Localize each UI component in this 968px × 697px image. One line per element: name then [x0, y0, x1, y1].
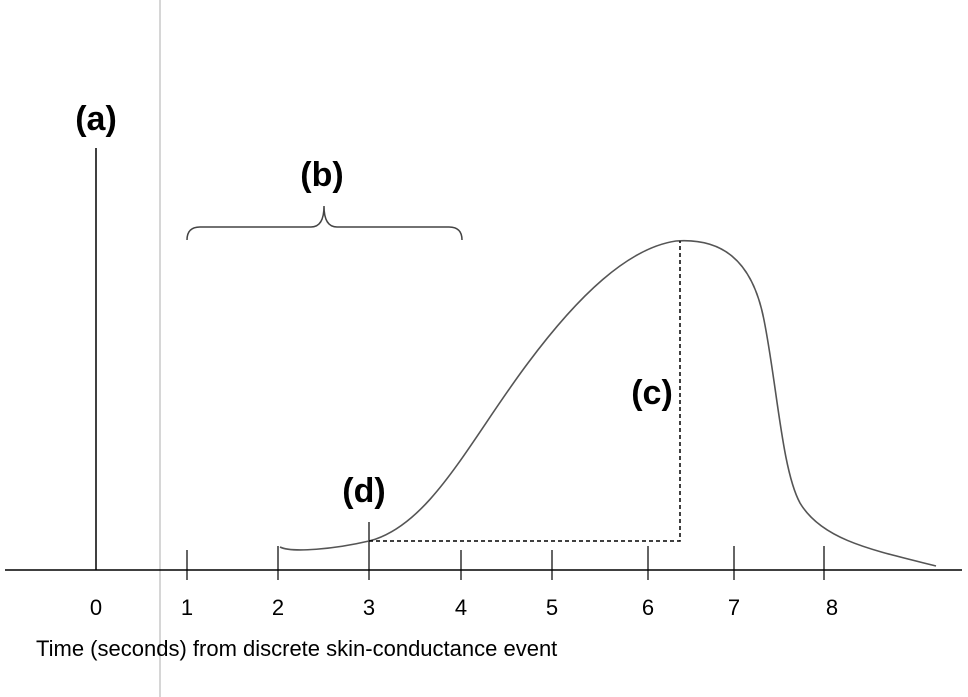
latency-window-bracket	[186, 205, 463, 241]
tick-label-2: 2	[272, 595, 284, 620]
tick-labels: 0 1 2 3 4 5 6 7 8	[90, 595, 838, 620]
tick-label-7: 7	[728, 595, 740, 620]
tick-label-4: 4	[455, 595, 467, 620]
tick-marks	[186, 522, 825, 580]
tick-label-6: 6	[642, 595, 654, 620]
tick-label-8: 8	[826, 595, 838, 620]
label-d: (d)	[342, 472, 385, 510]
tick-label-0: 0	[90, 595, 102, 620]
tick-label-1: 1	[181, 595, 193, 620]
tick-label-3: 3	[363, 595, 375, 620]
tick-label-5: 5	[546, 595, 558, 620]
x-axis-title: Time (seconds) from discrete skin-conduc…	[36, 636, 557, 661]
response-curve	[279, 239, 937, 567]
label-b: (b)	[300, 156, 343, 194]
label-a: (a)	[75, 100, 117, 138]
amplitude-dashed-lines	[369, 241, 681, 542]
label-c: (c)	[631, 374, 673, 412]
